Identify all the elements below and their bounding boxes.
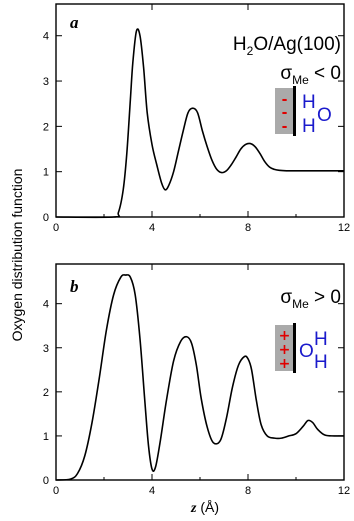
x-tick-label: 0 [53, 485, 59, 497]
charge-sign: - [282, 92, 288, 108]
panel-a-series-line [55, 28, 344, 219]
panel-b-series-line [55, 274, 345, 481]
x-tick-label: 12 [338, 485, 350, 497]
charge-sign: + [279, 328, 291, 344]
y-tick-label: 2 [43, 387, 49, 399]
atom-h-top: H [314, 329, 328, 350]
y-tick-label: 1 [43, 167, 49, 179]
panel-b-letter: b [70, 277, 79, 296]
x-tick-label: 4 [149, 222, 155, 234]
surface-block [275, 325, 294, 371]
x-axis-title: z (Å) [190, 499, 219, 516]
x-tick-label: 8 [245, 222, 251, 234]
y-tick-label: 0 [43, 475, 49, 487]
x-tick-label: 0 [53, 222, 59, 234]
charge-sign: - [282, 119, 288, 135]
atom-o: O [299, 341, 314, 362]
y-tick-label: 3 [43, 343, 49, 355]
label-main: H [233, 34, 247, 55]
y-axis-title: Oxygen distribution function [9, 169, 25, 342]
atom-o: O [317, 105, 332, 126]
x-tick-label: 4 [149, 485, 155, 497]
x-tick-label: 12 [338, 222, 350, 234]
panel-a-letter: a [70, 13, 79, 32]
y-tick-label: 4 [43, 31, 49, 43]
panel-a-inset: - - - H O H [275, 86, 332, 137]
panel-a-system-label: H2O/Ag(100) [233, 34, 341, 58]
y-tick-label: 4 [43, 299, 49, 311]
atom-h-bottom: H [302, 116, 316, 137]
y-tick-label: 1 [43, 431, 49, 443]
charge-sign: + [279, 356, 291, 372]
y-tick-label: 3 [43, 76, 49, 88]
panel-b-condition: σMe > 0 [280, 287, 341, 311]
surface-edge [293, 86, 296, 136]
panel-a-condition: σMe < 0 [280, 63, 341, 87]
atom-h-top: H [302, 92, 316, 113]
surface-edge [293, 323, 296, 373]
charge-sign: - [282, 105, 288, 121]
atom-h-bottom: H [314, 352, 328, 373]
charge-sign: + [279, 342, 291, 358]
surface-block [275, 88, 294, 134]
label-sub: 2 [247, 44, 254, 58]
y-tick-label: 0 [43, 212, 49, 224]
y-tick-label: 2 [43, 121, 49, 133]
label-rest: O/Ag(100) [253, 34, 341, 55]
x-tick-label: 8 [245, 485, 251, 497]
panel-b-inset: + + + O H H [275, 323, 328, 373]
